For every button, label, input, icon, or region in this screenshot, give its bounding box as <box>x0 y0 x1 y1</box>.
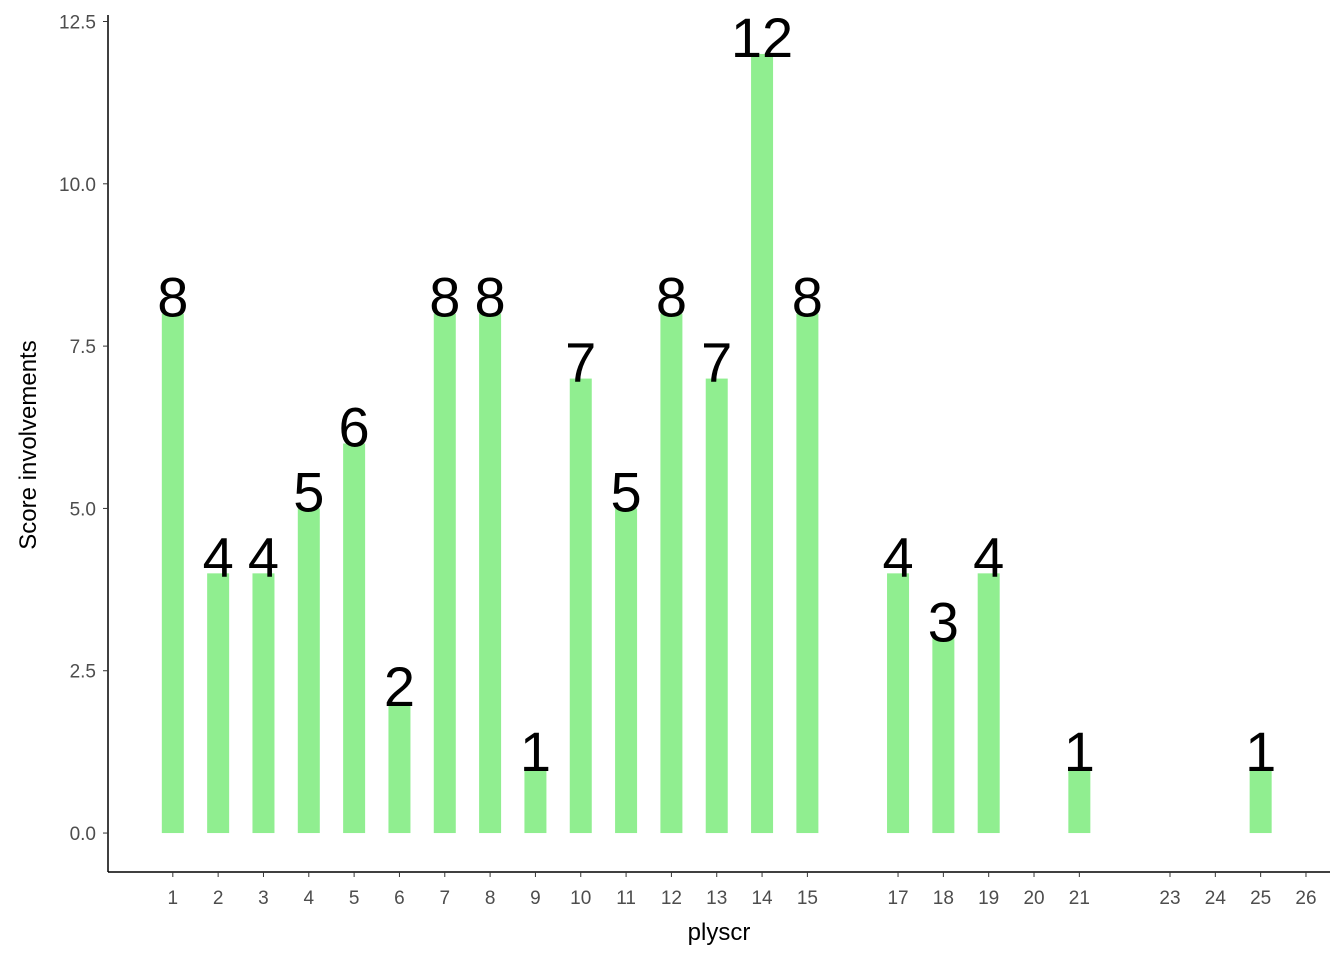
y-tick-label: 7.5 <box>70 337 96 358</box>
value-label: 4 <box>248 525 279 588</box>
y-tick-label: 12.5 <box>59 12 96 33</box>
value-label: 8 <box>157 266 188 329</box>
bar <box>207 573 230 834</box>
value-label: 7 <box>565 331 596 394</box>
y-tick-label: 0.0 <box>70 824 96 845</box>
x-tick-label: 3 <box>258 888 269 909</box>
x-tick-label: 14 <box>751 888 773 909</box>
x-tick-label: 4 <box>304 888 315 909</box>
y-tick-label: 10.0 <box>59 175 96 196</box>
bar <box>977 573 1000 834</box>
value-label: 8 <box>792 266 823 329</box>
value-label: 1 <box>1245 720 1276 783</box>
y-axis-title: Score involvements <box>15 340 42 549</box>
bar <box>660 313 683 834</box>
bar <box>932 638 955 834</box>
bar <box>569 378 592 834</box>
x-tick-label: 2 <box>213 888 224 909</box>
y-tick-label: 5.0 <box>70 499 96 520</box>
x-tick-label: 15 <box>797 888 818 909</box>
value-label: 5 <box>611 460 642 523</box>
x-tick-label: 12 <box>661 888 682 909</box>
bar <box>796 313 819 834</box>
x-tick-label: 26 <box>1295 888 1316 909</box>
x-tick-label: 9 <box>530 888 541 909</box>
x-tick-label: 5 <box>349 888 360 909</box>
x-tick-label: 6 <box>394 888 405 909</box>
bar <box>252 573 275 834</box>
x-tick-label: 10 <box>570 888 591 909</box>
value-label: 8 <box>656 266 687 329</box>
value-label: 4 <box>882 525 913 588</box>
bar <box>524 768 547 834</box>
bar <box>161 313 184 834</box>
value-label: 1 <box>1064 720 1095 783</box>
x-tick-label: 17 <box>887 888 908 909</box>
x-tick-label: 1 <box>168 888 179 909</box>
bar <box>751 53 774 834</box>
value-label: 2 <box>384 655 415 718</box>
x-tick-label: 24 <box>1205 888 1227 909</box>
x-tick-label: 18 <box>933 888 954 909</box>
bar <box>433 313 456 834</box>
y-tick-label: 2.5 <box>70 662 96 683</box>
value-label: 12 <box>731 6 793 69</box>
bar <box>388 703 411 834</box>
value-label: 6 <box>339 396 370 459</box>
x-tick-label: 23 <box>1159 888 1180 909</box>
value-label: 4 <box>203 525 234 588</box>
value-label: 8 <box>475 266 506 329</box>
bar <box>705 378 728 834</box>
x-tick-label: 20 <box>1023 888 1044 909</box>
bar <box>887 573 910 834</box>
x-tick-label: 8 <box>485 888 496 909</box>
x-axis-title: plyscr <box>688 919 751 946</box>
bar <box>1068 768 1091 834</box>
bar <box>297 508 320 834</box>
x-tick-label: 19 <box>978 888 999 909</box>
x-tick-label: 21 <box>1069 888 1090 909</box>
x-tick-label: 13 <box>706 888 727 909</box>
bar <box>1249 768 1272 834</box>
bar <box>343 443 366 834</box>
value-label: 5 <box>293 460 324 523</box>
x-tick-label: 11 <box>616 888 636 909</box>
bar <box>479 313 502 834</box>
value-label: 8 <box>429 266 460 329</box>
x-tick-label: 25 <box>1250 888 1271 909</box>
bar <box>615 508 638 834</box>
value-label: 3 <box>928 590 959 653</box>
value-label: 7 <box>701 331 732 394</box>
x-tick-label: 7 <box>439 888 450 909</box>
value-label: 4 <box>973 525 1004 588</box>
value-label: 1 <box>520 720 551 783</box>
